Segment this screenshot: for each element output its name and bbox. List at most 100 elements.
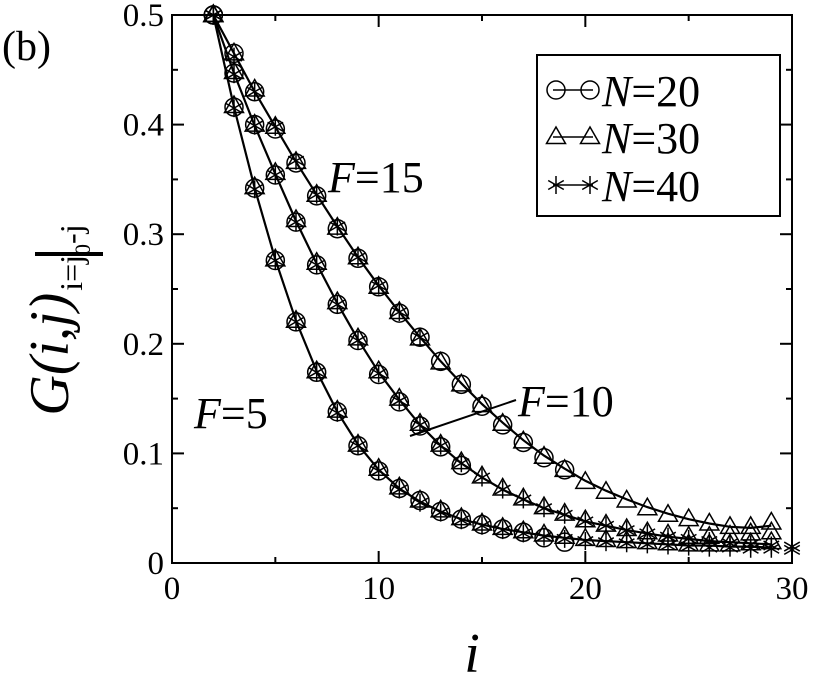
legend-marker-triangle <box>579 125 601 145</box>
marker-star-f10 <box>597 516 615 535</box>
marker-star-f10 <box>577 512 594 531</box>
x-axis-label: i <box>464 623 480 685</box>
marker-star-f15 <box>246 82 263 101</box>
y-tick-label: 0.2 <box>123 327 164 363</box>
marker-circle-f15 <box>534 448 554 468</box>
x-tick-label: 30 <box>776 571 809 607</box>
marker-star-f15 <box>308 185 325 204</box>
y-axis-label-subscript-tail: -j <box>53 224 89 244</box>
marker-star-f5 <box>659 536 677 555</box>
marker-triangle-f15 <box>512 429 535 449</box>
marker-star-f10 <box>515 490 532 509</box>
marker-star-f5 <box>473 516 491 535</box>
marker-star-f5 <box>267 251 284 270</box>
marker-star-f5 <box>680 537 697 556</box>
annotation-f15: F=15 <box>327 153 424 202</box>
y-axis-label-main: G(i,j) <box>19 293 81 416</box>
marker-star-f5 <box>783 540 801 559</box>
marker-triangle-f15 <box>615 489 638 508</box>
marker-star-f10 <box>287 213 305 232</box>
legend: N=20 N=30 N=40 <box>536 54 781 217</box>
marker-star-f15 <box>391 303 408 322</box>
marker-star-f15 <box>287 151 305 170</box>
legend-label-n20: N=20 <box>601 67 700 116</box>
panel-label: (b) <box>2 24 51 70</box>
annotation-f10-pointer <box>409 399 517 437</box>
marker-triangle-f15 <box>450 372 473 392</box>
marker-star-f5 <box>577 532 594 551</box>
marker-star-f5 <box>597 533 615 552</box>
marker-triangle-f15 <box>491 412 514 432</box>
marker-star-f5 <box>349 436 367 455</box>
marker-triangle-f15 <box>574 470 597 490</box>
marker-star-f5 <box>329 403 346 422</box>
marker-triangle-f15 <box>595 480 617 500</box>
y-tick-label: 0.3 <box>123 217 164 253</box>
y-tick-label: 0.1 <box>123 436 164 472</box>
marker-star-f5 <box>721 538 739 557</box>
marker-star-f5 <box>246 180 263 199</box>
legend-marker-circle <box>580 80 600 100</box>
legend-marker-circle <box>546 80 566 100</box>
y-tick-label: 0.4 <box>123 108 164 144</box>
marker-star-f5 <box>556 529 573 548</box>
marker-circle-f15 <box>513 432 534 453</box>
marker-triangle-f15 <box>533 445 555 464</box>
marker-triangle-f15 <box>698 512 721 531</box>
legend-label-n30: N=30 <box>601 114 700 163</box>
fit-curve-f15 <box>212 14 772 530</box>
marker-star-f10 <box>473 468 491 487</box>
marker-star-f5 <box>453 511 470 530</box>
marker-circle-f15 <box>492 415 513 435</box>
marker-triangle-f15 <box>760 510 783 530</box>
marker-star-f15 <box>329 217 346 236</box>
marker-star-f5 <box>225 99 243 118</box>
marker-star-f10 <box>370 364 387 383</box>
svg-text:G(i,j)i=j0-j: G(i,j)i=j0-j <box>19 224 95 415</box>
marker-star-f5 <box>370 461 387 480</box>
marker-star-f10 <box>267 166 284 185</box>
x-tick-label: 10 <box>362 571 395 607</box>
y-tick-label: 0.5 <box>123 0 164 34</box>
marker-star-f5 <box>742 539 759 558</box>
marker-star-f10 <box>411 415 429 434</box>
legend-box <box>536 54 781 217</box>
marker-triangle-f15 <box>553 458 576 478</box>
marker-star-f10 <box>556 505 573 524</box>
annotation-f5: F=5 <box>193 389 268 438</box>
marker-star-f10 <box>349 331 367 350</box>
marker-star-f10 <box>308 255 325 274</box>
marker-star-f5 <box>639 535 656 554</box>
marker-star-f15 <box>267 117 284 136</box>
marker-star-f10 <box>535 499 553 518</box>
x-tick-label: 0 <box>164 571 181 607</box>
x-tick-label: 20 <box>569 571 602 607</box>
axis-ticks: 0 10 20 30 0 0.1 0.2 0.3 0.4 0.5 <box>123 0 809 607</box>
fit-curve-f5 <box>212 14 772 549</box>
marker-triangle-f15 <box>636 496 659 516</box>
marker-star-f5 <box>701 538 718 557</box>
marker-star-f5 <box>308 363 325 382</box>
marker-star-f5 <box>535 527 553 546</box>
y-axis-label-subscript-sub: 0 <box>70 244 95 255</box>
marker-star-f15 <box>370 276 387 295</box>
marker-star-f15 <box>411 328 429 347</box>
data-markers <box>202 3 801 559</box>
y-axis-label-subscript: i=j <box>53 255 89 291</box>
legend-label-n40: N=40 <box>601 162 700 211</box>
marker-star-f10 <box>453 454 470 473</box>
marker-star-f5 <box>411 493 429 512</box>
marker-star-f10 <box>494 480 511 499</box>
marker-star-f5 <box>515 524 532 543</box>
marker-star-f5 <box>432 503 449 522</box>
marker-star-f5 <box>494 521 511 540</box>
legend-marker-triangle <box>545 125 567 145</box>
legend-marker-star <box>581 176 599 194</box>
marker-triangle-f15 <box>429 350 452 370</box>
marker-star-f10 <box>432 436 449 455</box>
y-axis-label: G(i,j)i=j0-j <box>19 224 95 415</box>
marker-star-f10 <box>246 116 263 135</box>
legend-marker-star <box>547 176 565 194</box>
marker-star-f5 <box>287 312 305 331</box>
marker-star-f5 <box>618 534 635 553</box>
